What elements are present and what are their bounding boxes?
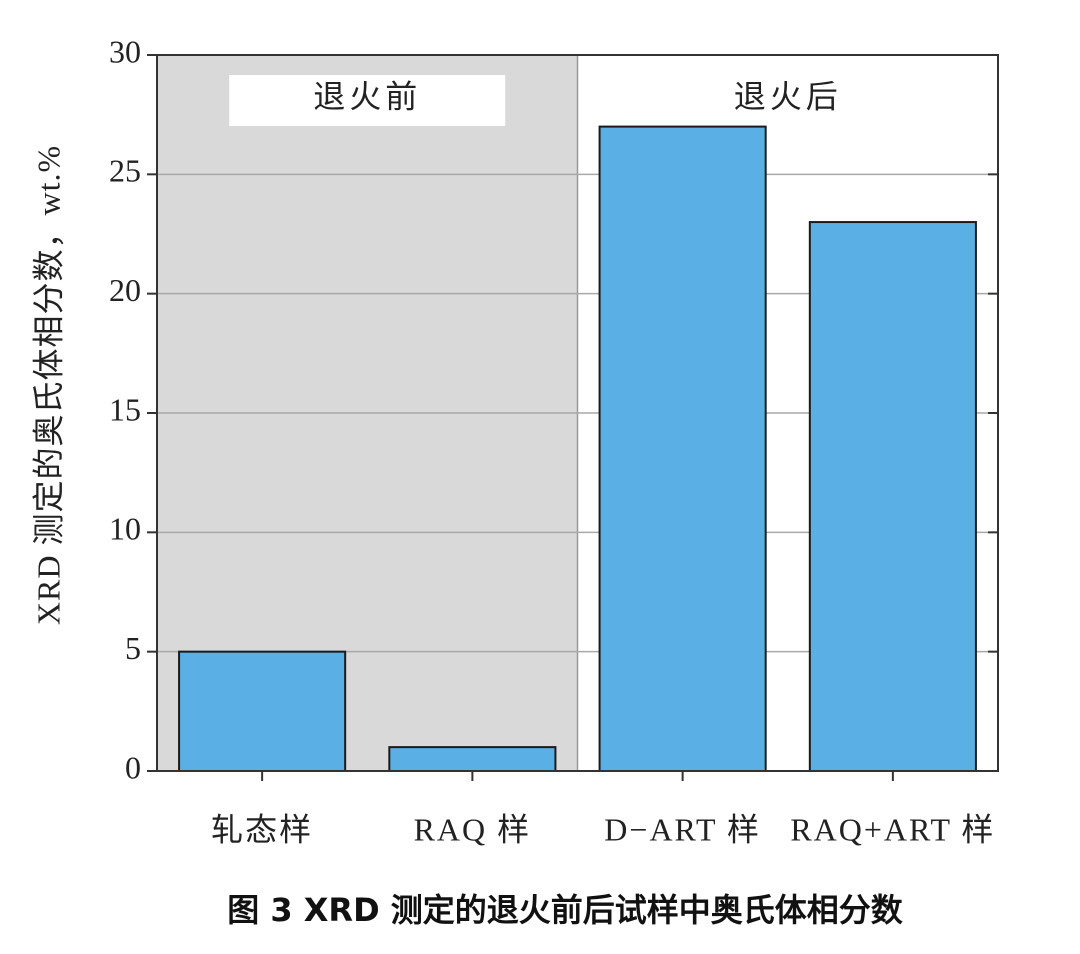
plot-area: 退火前 退火后 0 5 10 15 20 25 30 轧态样 RAQ 样 D−ART 样 RAQ+ART… xyxy=(109,33,999,847)
x-tick-label: RAQ+ART 样 xyxy=(790,811,995,847)
caption: 图 3 XRD 测定的退火前后试样中奥氏体相分数 xyxy=(227,891,904,929)
y-tick-label: 0 xyxy=(125,749,141,785)
annotation-box xyxy=(229,75,506,126)
x-tick-label: D−ART 样 xyxy=(604,811,761,847)
y-axis-label: XRD 测定的奥氏体相分数，wt.% xyxy=(30,145,66,625)
bar xyxy=(598,125,767,773)
y-tick-label: 5 xyxy=(125,630,141,666)
x-tick-label: RAQ 样 xyxy=(414,811,532,847)
bar xyxy=(178,650,347,773)
annotation: 退火后 xyxy=(734,78,842,114)
y-tick-label: 25 xyxy=(109,153,141,189)
y-tick-label: 10 xyxy=(109,511,141,547)
y-tick-label: 30 xyxy=(109,33,141,69)
bar xyxy=(388,746,557,773)
x-tick-label: 轧态样 xyxy=(211,811,313,847)
bar xyxy=(808,221,977,773)
annotation: 退火前 xyxy=(313,78,421,114)
plot-frame xyxy=(156,54,999,772)
y-tick-label: 15 xyxy=(109,391,141,427)
y-tick-label: 20 xyxy=(109,272,141,308)
